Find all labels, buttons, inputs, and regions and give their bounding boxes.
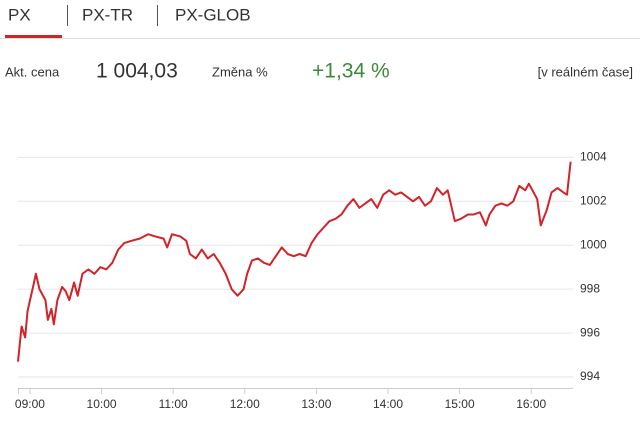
change-label: Změna % <box>212 64 268 79</box>
x-tick-label: 14:00 <box>373 397 403 411</box>
x-tick-label: 10:00 <box>87 397 117 411</box>
x-tick-label: 13:00 <box>301 397 331 411</box>
y-tick-label: 1002 <box>580 193 607 207</box>
y-tick-label: 994 <box>580 369 600 383</box>
y-tick-label: 1000 <box>580 237 607 251</box>
tab[interactable]: PX-TR <box>82 5 133 24</box>
x-tick-label: 15:00 <box>445 397 475 411</box>
y-tick-label: 996 <box>580 325 600 339</box>
tab[interactable]: PX <box>8 5 31 24</box>
x-tick-label: 11:00 <box>159 397 188 411</box>
realtime-note: [v reálném čase] <box>538 64 633 79</box>
y-tick-label: 998 <box>580 281 600 295</box>
change: +1,34 % <box>312 60 390 83</box>
x-tick-label: 09:00 <box>15 397 45 411</box>
x-tick-label: 16:00 <box>516 397 546 411</box>
active-tab-underline <box>5 35 62 38</box>
price-label: Akt. cena <box>5 64 60 79</box>
price-line <box>17 161 572 362</box>
tab[interactable]: PX-GLOB <box>175 5 251 24</box>
x-tick-label: 12:00 <box>230 397 260 411</box>
price: 1 004,03 <box>96 60 178 83</box>
y-tick-label: 1004 <box>580 150 607 164</box>
